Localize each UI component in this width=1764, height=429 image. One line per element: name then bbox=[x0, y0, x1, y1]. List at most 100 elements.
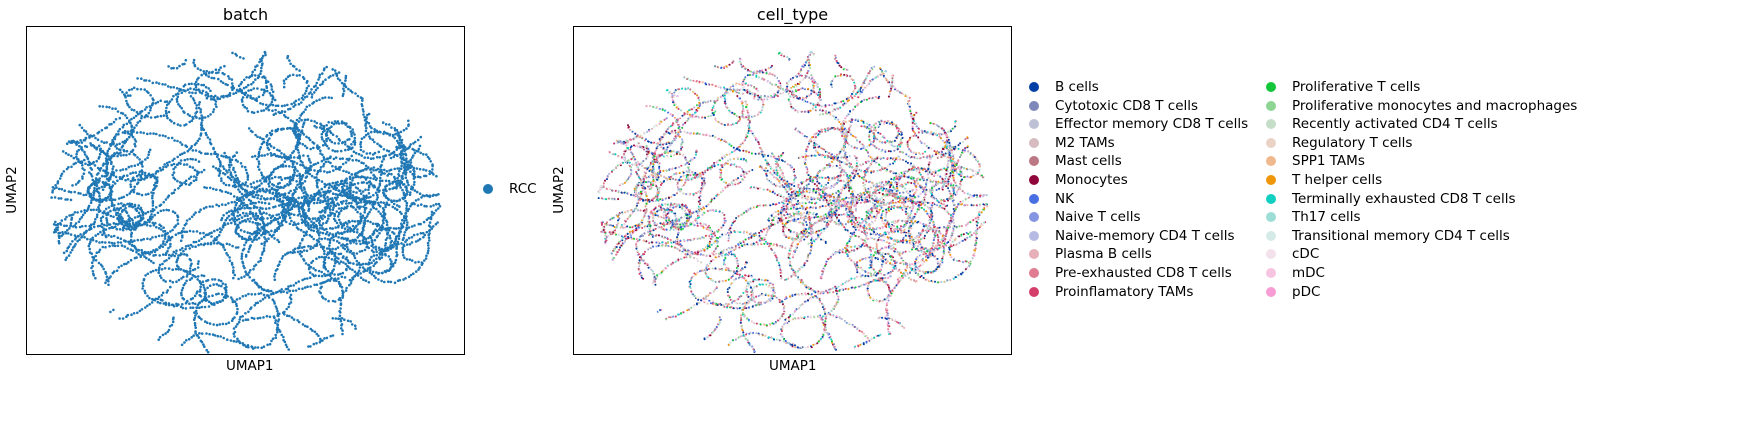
scatter-point bbox=[85, 229, 88, 233]
scatter-point bbox=[419, 135, 423, 139]
scatter-point bbox=[142, 237, 145, 241]
scatter-point bbox=[398, 169, 401, 173]
scatter-point bbox=[108, 276, 111, 280]
scatter-point bbox=[328, 238, 332, 241]
scatter-point bbox=[402, 171, 405, 175]
scatter-point bbox=[151, 236, 154, 239]
scatter-point bbox=[168, 279, 172, 283]
scatter-point bbox=[354, 198, 358, 202]
scatter-point bbox=[315, 173, 319, 176]
scatter-point bbox=[90, 252, 93, 255]
scatter-point bbox=[431, 168, 434, 171]
scatter-point bbox=[86, 207, 90, 211]
scatter-point bbox=[363, 206, 367, 210]
scatter-point bbox=[240, 254, 244, 258]
scatter-point bbox=[70, 248, 74, 252]
scatter-point bbox=[388, 153, 391, 157]
scatter-point bbox=[171, 228, 174, 232]
scatter-point bbox=[271, 298, 275, 302]
scatter-point bbox=[296, 169, 299, 173]
scatter-point bbox=[413, 180, 416, 184]
scatter-point bbox=[248, 232, 252, 235]
scatter-point bbox=[243, 93, 247, 96]
scatter-point bbox=[145, 90, 149, 93]
scatter-point bbox=[140, 114, 143, 118]
scatter-point bbox=[353, 256, 357, 260]
scatter-point bbox=[225, 211, 229, 215]
scatter-point bbox=[83, 231, 86, 234]
scatter-point bbox=[172, 121, 176, 125]
scatter-point bbox=[405, 127, 408, 130]
scatter-point bbox=[298, 244, 301, 248]
scatter-point bbox=[303, 180, 307, 183]
scatter-point bbox=[109, 144, 112, 147]
scatter-point bbox=[269, 144, 273, 148]
scatter-point bbox=[380, 247, 384, 251]
scatter-point bbox=[247, 83, 250, 87]
scatter-point bbox=[129, 133, 132, 136]
scatter-point bbox=[224, 190, 228, 194]
scatter-point bbox=[78, 217, 82, 221]
scatter-point bbox=[393, 180, 396, 183]
scatter-point bbox=[292, 105, 295, 108]
scatter-point bbox=[361, 239, 365, 242]
scatter-point bbox=[205, 73, 208, 77]
scatter-point bbox=[91, 236, 94, 240]
scatter-point bbox=[320, 245, 323, 249]
scatter-point bbox=[215, 235, 219, 239]
scatter-point bbox=[217, 157, 221, 161]
scatter-point bbox=[227, 93, 230, 97]
scatter-point bbox=[369, 208, 373, 211]
scatter-point bbox=[91, 264, 94, 268]
scatter-point bbox=[311, 217, 315, 220]
scatter-point bbox=[187, 337, 191, 341]
scatter-point bbox=[233, 170, 237, 174]
scatter-point bbox=[144, 306, 147, 309]
scatter-point bbox=[302, 234, 306, 237]
scatter-point bbox=[385, 132, 388, 135]
legend-marker bbox=[483, 184, 493, 194]
scatter-point bbox=[344, 79, 347, 82]
scatter-point bbox=[384, 242, 388, 245]
scatter-point bbox=[131, 148, 135, 152]
scatter-point bbox=[165, 112, 168, 115]
scatter-point bbox=[263, 236, 266, 239]
scatter-point bbox=[398, 143, 401, 147]
scatter-point bbox=[400, 157, 404, 160]
scatter-point bbox=[118, 127, 122, 131]
scatter-point bbox=[81, 177, 84, 180]
scatter-point bbox=[248, 75, 252, 78]
scatter-point bbox=[120, 244, 124, 247]
scatter-point bbox=[367, 121, 371, 125]
scatter-point bbox=[195, 292, 198, 295]
scatter-point bbox=[102, 229, 105, 232]
scatter-point bbox=[327, 186, 331, 189]
scatter-point bbox=[116, 241, 120, 244]
scatter-point bbox=[378, 156, 382, 159]
scatter-point bbox=[404, 228, 408, 232]
legend-label: RCC bbox=[509, 181, 537, 197]
scatter-point bbox=[327, 198, 330, 201]
scatter-point bbox=[259, 259, 262, 262]
scatter-point bbox=[306, 118, 310, 121]
scatter-point bbox=[137, 112, 140, 116]
scatter-point bbox=[188, 114, 192, 118]
scatter-point bbox=[267, 237, 270, 240]
scatter-point bbox=[125, 149, 129, 153]
scatter-point bbox=[277, 213, 281, 216]
scatter-point bbox=[98, 105, 101, 108]
scatter-point bbox=[250, 73, 254, 76]
scatter-point bbox=[169, 285, 172, 289]
scatter-point bbox=[150, 301, 154, 304]
scatter-point bbox=[415, 190, 419, 194]
scatter-point bbox=[190, 276, 194, 280]
scatter-point bbox=[245, 204, 249, 207]
scatter-point bbox=[412, 183, 416, 186]
scatter-point bbox=[814, 238, 817, 241]
scatter-point bbox=[194, 309, 198, 313]
scatter-point bbox=[269, 197, 272, 201]
scatter-point bbox=[231, 155, 235, 158]
scatter-point bbox=[154, 221, 157, 225]
scatter-point bbox=[335, 240, 339, 243]
scatter-point bbox=[256, 317, 260, 320]
